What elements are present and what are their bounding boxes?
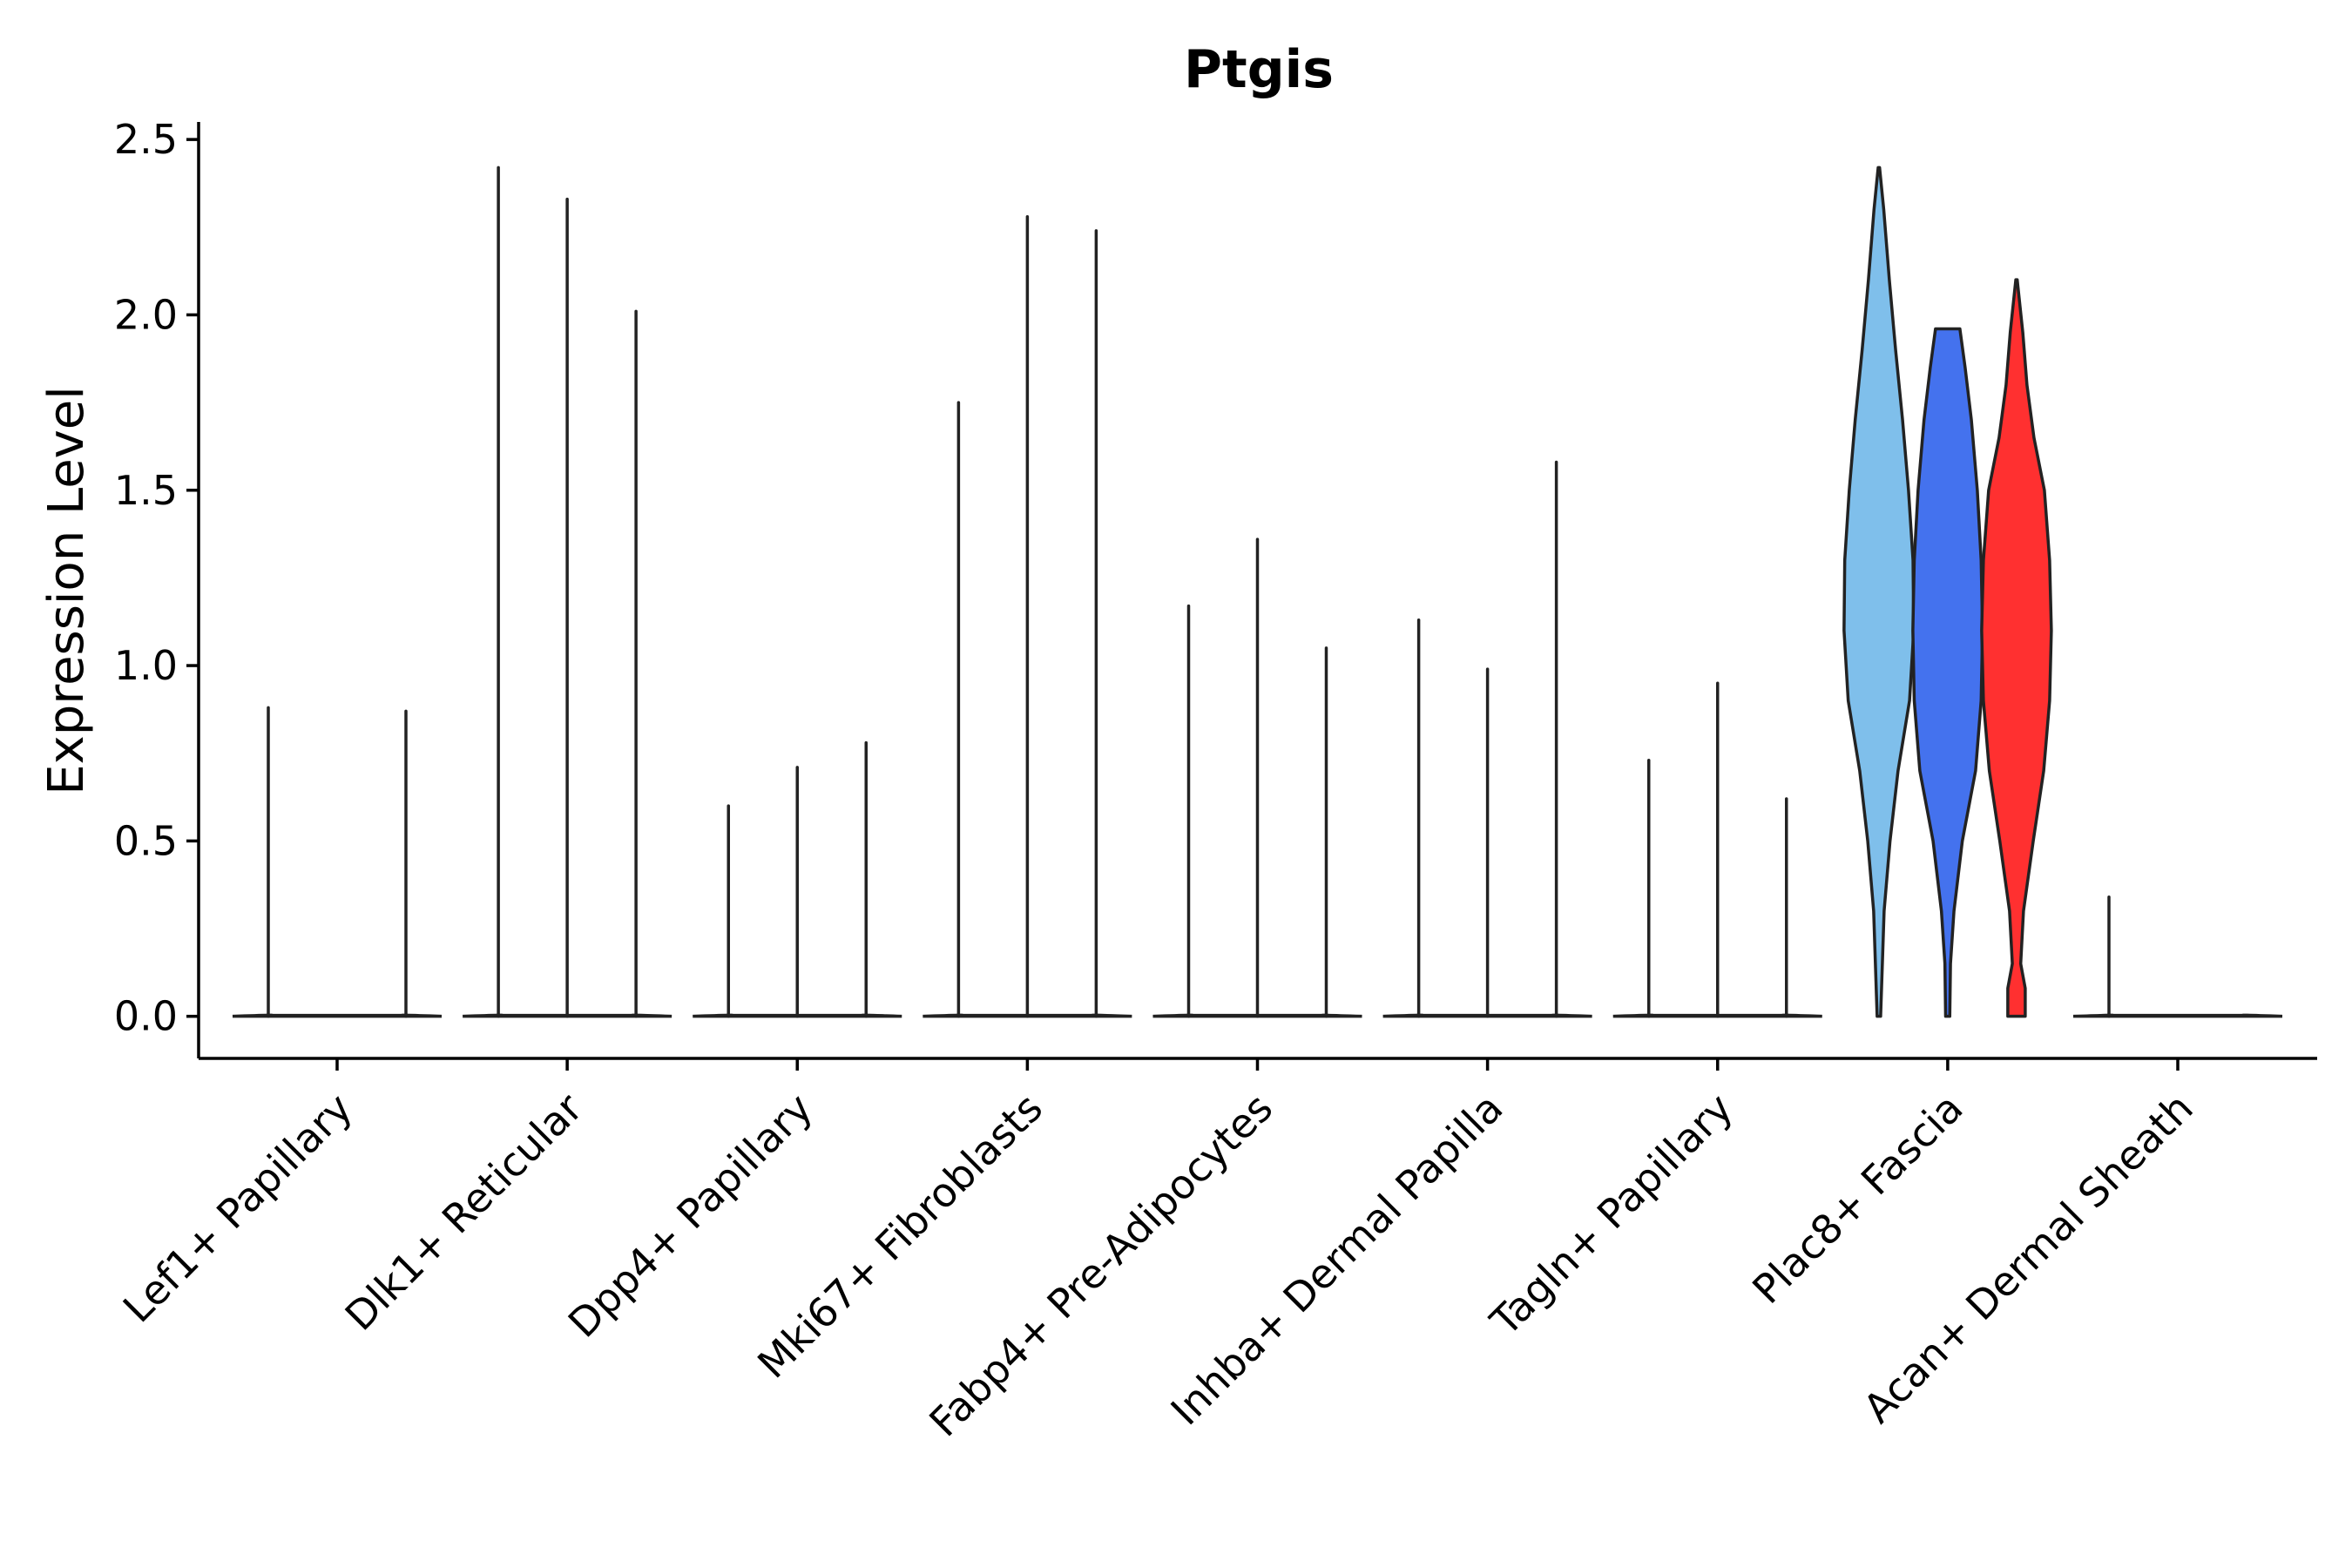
- violin-group: [1152, 537, 1362, 1018]
- violin-baseline: [2072, 1013, 2283, 1018]
- y-tick-label: 0.5: [114, 817, 178, 864]
- y-tick-label: 2.0: [114, 291, 178, 338]
- violin-group: [923, 214, 1132, 1018]
- y-tick-label: 0.0: [114, 993, 178, 1040]
- violin-group: [2072, 896, 2283, 1018]
- x-tick-label: Dpp4+ Papillary: [559, 1085, 821, 1347]
- y-tick-label: 1.0: [114, 642, 178, 689]
- x-tick-label: Plac8+ Fascia: [1743, 1085, 1971, 1313]
- violin-group: [693, 740, 902, 1018]
- x-tick-label: Lef1+ Papillary: [114, 1085, 362, 1332]
- violin-group: [1382, 460, 1592, 1018]
- violin-group: [463, 166, 672, 1018]
- violin-group: [232, 706, 443, 1018]
- y-tick-label: 1.5: [114, 467, 178, 514]
- y-axis: 0.0 0.5 1.0 1.5 2.0 2.5: [114, 116, 200, 1058]
- y-tick-label: 2.5: [114, 116, 178, 163]
- plot-area: [232, 166, 2283, 1018]
- violin-baseline: [232, 1013, 443, 1018]
- y-axis-label: Expression Level: [38, 386, 95, 795]
- violin-group: [1612, 681, 1822, 1018]
- chart-title: Ptgis: [1184, 39, 1334, 100]
- sub-violin-right: [1980, 278, 2053, 1018]
- violin-group: [1842, 166, 2053, 1018]
- x-tick-label: Dlk1+ Reticular: [336, 1085, 591, 1340]
- sub-violin-center: [1911, 327, 1984, 1018]
- sub-violin-left: [1842, 166, 1916, 1018]
- x-tick-label: Tagln+ Papillary: [1481, 1085, 1742, 1346]
